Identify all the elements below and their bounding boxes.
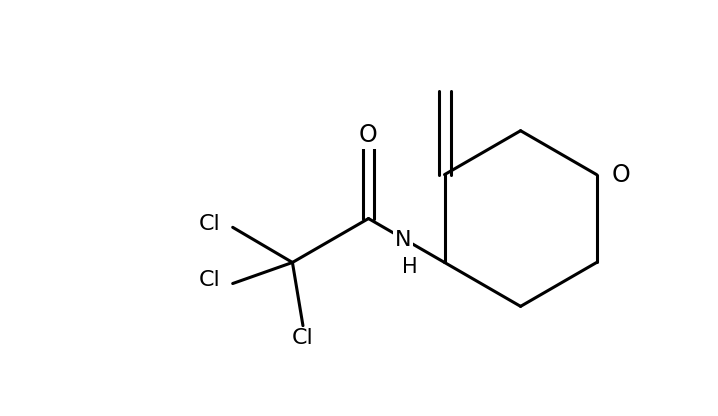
Text: Cl: Cl — [292, 328, 314, 348]
Text: Cl: Cl — [198, 214, 220, 234]
Text: O: O — [359, 123, 378, 147]
Text: Cl: Cl — [198, 270, 220, 290]
Text: O: O — [612, 163, 631, 187]
Text: N: N — [395, 230, 411, 250]
Text: H: H — [402, 257, 418, 277]
